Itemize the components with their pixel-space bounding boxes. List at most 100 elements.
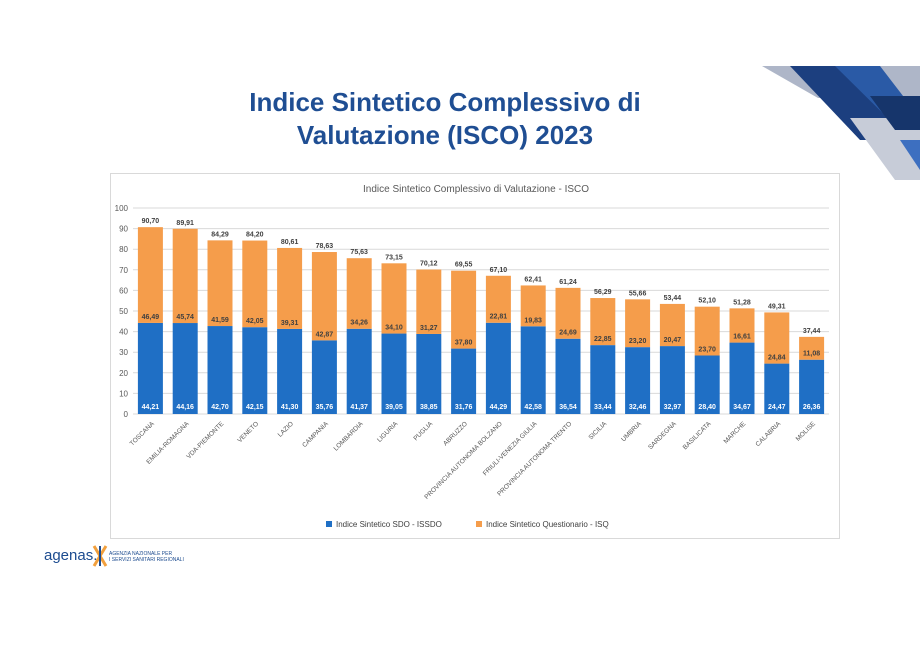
data-label-isq: 46,49 [142, 314, 160, 321]
x-category-label: SARDEGNA [647, 420, 678, 451]
x-category-label: PROVINCIA AUTONOMA TRENTO [496, 420, 573, 497]
data-label-total: 56,29 [594, 289, 612, 296]
bar-isq [520, 285, 546, 327]
bar-isq [625, 299, 651, 348]
data-label-total: 73,15 [385, 254, 403, 261]
legend-swatch-isq [476, 521, 482, 527]
data-label-isq: 37,80 [455, 340, 473, 347]
x-category-label: ABRUZZO [442, 420, 469, 447]
data-label-total: 49,31 [768, 303, 786, 310]
data-label-issdo: 38,85 [420, 404, 438, 411]
slide-title: Indice Sintetico Complessivo di Valutazi… [180, 86, 710, 152]
data-label-issdo: 41,37 [350, 404, 368, 411]
bar-issdo [520, 326, 546, 414]
bar-issdo [625, 347, 651, 414]
bar-isq [485, 275, 511, 323]
logo-tagline-line-2: I SERVIZI SANITARI REGIONALI [109, 557, 184, 563]
data-label-issdo: 32,46 [629, 404, 647, 411]
data-label-issdo: 31,76 [455, 404, 473, 411]
data-label-issdo: 28,40 [698, 404, 716, 411]
bar-issdo [799, 359, 825, 414]
x-category-label: LAZIO [277, 420, 295, 438]
bar-issdo [729, 342, 755, 414]
bar-isq [381, 263, 407, 334]
y-tick-label: 30 [119, 348, 128, 357]
data-label-issdo: 34,67 [733, 404, 751, 411]
data-label-isq: 34,26 [350, 320, 368, 327]
data-label-total: 53,44 [664, 295, 682, 302]
data-label-isq: 22,85 [594, 336, 612, 343]
bar-issdo [207, 326, 233, 414]
data-label-isq: 23,20 [629, 338, 647, 345]
bar-isq [764, 312, 790, 364]
slide-title-line-2: Valutazione (ISCO) 2023 [296, 120, 594, 150]
data-label-issdo: 41,30 [281, 404, 299, 411]
bar-isq [729, 308, 755, 343]
data-label-isq: 45,74 [176, 314, 194, 321]
y-tick-label: 0 [124, 410, 129, 419]
data-label-issdo: 44,16 [176, 404, 194, 411]
logo-tagline-line-1: AGENZIA NAZIONALE PER [109, 551, 173, 557]
data-label-isq: 42,05 [246, 318, 264, 325]
x-category-label: LOMBARDIA [333, 420, 365, 452]
x-category-label: MOLISE [795, 420, 818, 443]
data-label-isq: 24,84 [768, 355, 786, 362]
agenas-logo: agenas. AGENZIA NAZIONALE PER I SERVIZI … [44, 544, 204, 570]
bar-isq [799, 336, 825, 360]
bar-isq [416, 269, 442, 334]
data-label-isq: 20,47 [664, 337, 682, 344]
bar-issdo [416, 333, 442, 414]
x-category-label: TOSCANA [129, 420, 157, 448]
data-label-isq: 11,08 [803, 351, 820, 358]
data-label-issdo: 44,21 [142, 404, 160, 411]
data-label-total: 80,61 [281, 239, 299, 246]
deco-stripe-light-2 [850, 118, 920, 180]
data-label-isq: 24,69 [559, 330, 577, 337]
data-label-issdo: 42,15 [246, 404, 264, 411]
bar-issdo [137, 322, 163, 414]
data-label-isq: 16,61 [733, 334, 751, 341]
data-label-total: 78,63 [316, 243, 334, 250]
deco-stripe-blue [900, 140, 920, 170]
data-label-isq: 22,81 [490, 314, 508, 321]
bar-isq [277, 247, 303, 329]
data-label-issdo: 35,76 [316, 404, 334, 411]
data-label-total: 70,12 [420, 261, 438, 268]
data-label-issdo: 39,05 [385, 404, 403, 411]
x-category-label: LIGURIA [376, 420, 400, 444]
data-label-total: 51,28 [733, 299, 751, 306]
x-category-label: CALABRIA [755, 420, 783, 448]
data-label-issdo: 26,36 [803, 404, 821, 411]
logo-mark-icon [92, 545, 108, 567]
data-label-total: 84,20 [246, 232, 264, 239]
y-tick-label: 20 [119, 369, 128, 378]
data-label-issdo: 33,44 [594, 404, 612, 411]
bar-isq [590, 298, 616, 346]
data-label-total: 62,41 [524, 276, 542, 283]
isco-stacked-bar-chart: Indice Sintetico Complessivo di Valutazi… [115, 184, 829, 529]
data-label-issdo: 24,47 [768, 404, 786, 411]
y-tick-label: 100 [115, 204, 129, 213]
data-label-issdo: 42,58 [524, 404, 542, 411]
data-label-isq: 39,31 [281, 320, 299, 327]
logo-tagline: AGENZIA NAZIONALE PER I SERVIZI SANITARI… [109, 551, 184, 563]
data-label-isq: 41,59 [211, 317, 229, 324]
x-category-label: SICILIA [587, 420, 608, 441]
data-label-issdo: 44,29 [490, 404, 508, 411]
bar-isq [242, 240, 268, 328]
bar-isq [172, 228, 198, 324]
x-category-label: UMBRIA [620, 420, 643, 443]
x-category-label: CAMPANIA [301, 420, 330, 449]
y-tick-label: 50 [119, 307, 128, 316]
data-label-total: 67,10 [490, 267, 508, 274]
x-category-label: PUGLIA [412, 420, 434, 442]
bar-isq [346, 258, 372, 329]
data-label-issdo: 32,97 [664, 404, 682, 411]
bar-isq [137, 227, 163, 323]
bar-issdo [242, 327, 268, 414]
data-label-total: 69,55 [455, 262, 473, 269]
deco-stripe-dark-2 [870, 96, 920, 130]
x-category-label: BASILICATA [682, 420, 713, 451]
x-category-label: MARCHE [723, 420, 748, 445]
bar-isq [207, 240, 233, 327]
